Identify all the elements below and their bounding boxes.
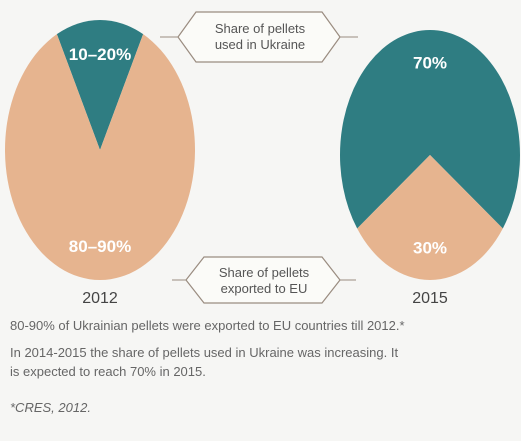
value-label: 80–90% — [69, 237, 131, 256]
value-label: 30% — [413, 239, 447, 258]
pie-slice — [339, 30, 520, 229]
pie-title: 2012 — [82, 290, 118, 307]
callout-text: Share of pellets exported to EU — [218, 265, 310, 296]
pie-title: 2015 — [412, 290, 448, 307]
note: *CRES, 2012. — [10, 400, 91, 415]
pie-slice — [357, 155, 503, 280]
note: In 2014-2015 the share of pellets used i… — [10, 345, 399, 379]
value-label: 10–20% — [69, 45, 131, 64]
pie-slice — [5, 34, 196, 280]
note: 80-90% of Ukrainian pellets were exporte… — [10, 318, 405, 333]
callout-text: Share of pellets used in Ukraine — [214, 21, 306, 52]
pie-slice — [56, 20, 144, 150]
value-label: 70% — [413, 54, 447, 73]
